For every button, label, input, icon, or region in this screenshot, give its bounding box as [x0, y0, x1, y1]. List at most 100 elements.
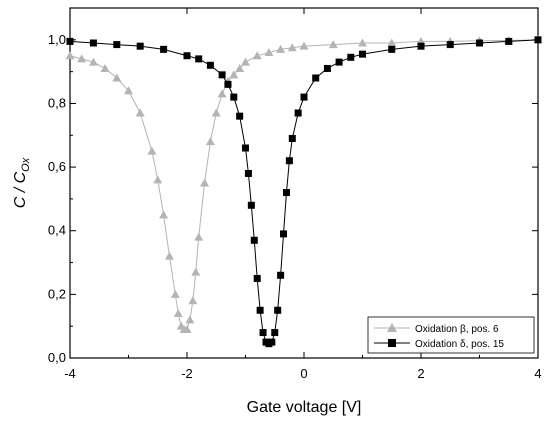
data-point-s1-29	[294, 109, 302, 117]
data-point-s1-22	[271, 329, 279, 337]
data-point-s1-13	[244, 169, 252, 177]
data-point-s1-21	[268, 338, 276, 346]
x-axis: -4 -2 0 2 4	[64, 8, 542, 381]
data-point-s1-10	[230, 93, 238, 101]
legend: Oxidation β, pos. 6 Oxidation δ, pos. 15	[367, 316, 535, 354]
data-point-s1-27	[285, 157, 293, 165]
legend-label-0: Oxidation β, pos. 6	[415, 324, 499, 335]
data-point-s1-40	[505, 37, 513, 45]
data-point-s0-26	[235, 63, 245, 72]
data-point-s0-6	[135, 108, 145, 117]
y-axis-title-subscript: Ox	[20, 157, 32, 172]
data-point-s0-33	[328, 40, 338, 49]
data-point-s0-12	[173, 308, 183, 317]
data-point-s0-11	[170, 289, 180, 298]
data-point-s0-25	[229, 70, 239, 79]
data-point-s0-30	[276, 44, 286, 53]
data-point-s0-5	[124, 86, 133, 95]
data-point-s0-19	[194, 232, 204, 241]
x-tick-label-2: 0	[300, 366, 307, 381]
data-point-s1-12	[242, 144, 249, 152]
data-point-s0-17	[188, 296, 198, 305]
data-point-s1-0	[66, 37, 74, 45]
data-point-s1-8	[218, 71, 226, 79]
data-point-s1-35	[359, 50, 366, 58]
data-point-s1-39	[476, 39, 483, 47]
data-point-s1-24	[277, 271, 285, 279]
data-point-s1-37	[417, 42, 425, 50]
series-line-1	[69, 39, 539, 345]
x-tick-label-3: 2	[417, 366, 424, 381]
data-point-s0-23	[217, 89, 227, 98]
data-point-s0-35	[387, 38, 397, 47]
data-point-s1-31	[312, 74, 320, 82]
data-point-s1-38	[446, 41, 454, 49]
series-1	[66, 36, 542, 348]
y-axis-title-main: C / C	[12, 171, 29, 208]
data-point-s1-11	[236, 112, 244, 120]
series-layer	[65, 35, 543, 348]
data-point-s0-28	[252, 51, 262, 60]
series-0	[65, 35, 543, 333]
data-point-s1-9	[224, 80, 232, 88]
data-point-s1-36	[388, 45, 396, 53]
data-point-s1-25	[280, 230, 288, 238]
data-point-s1-3	[136, 42, 144, 50]
data-point-s0-16	[185, 315, 195, 324]
x-tick-label-0: -4	[64, 366, 76, 381]
series-line-0	[69, 39, 539, 330]
y-tick-label-2: 0,4	[48, 223, 66, 238]
data-point-s1-14	[247, 201, 255, 209]
data-point-s0-0	[65, 51, 75, 60]
plot-frame	[69, 7, 539, 359]
data-point-s1-32	[323, 64, 331, 72]
data-point-s1-6	[195, 55, 203, 63]
data-point-s0-21	[205, 137, 215, 146]
y-tick-label-1: 0,2	[48, 286, 66, 301]
data-point-s0-9	[159, 210, 169, 219]
data-point-s1-16	[253, 274, 261, 282]
x-tick-label-4: 4	[534, 366, 541, 381]
data-point-s1-34	[347, 53, 355, 61]
data-point-s0-7	[147, 146, 157, 155]
legend-label-1: Oxidation δ, pos. 15	[415, 339, 504, 350]
data-point-s0-15	[182, 324, 192, 333]
data-point-s1-33	[335, 58, 343, 66]
data-point-s0-4	[112, 73, 122, 82]
data-point-s1-17	[256, 306, 264, 314]
data-point-s0-29	[264, 48, 274, 57]
y-tick-label-3: 0,6	[48, 159, 66, 174]
data-point-s1-30	[300, 93, 308, 101]
data-point-s0-34	[358, 38, 367, 47]
y-tick-label-0: 0,0	[48, 350, 66, 365]
data-point-s0-1	[77, 54, 87, 63]
y-tick-label-4: 0,8	[48, 95, 66, 110]
data-point-s1-41	[534, 36, 542, 44]
legend-marker-square	[388, 339, 396, 347]
data-point-s1-26	[282, 189, 290, 197]
data-point-s0-2	[88, 57, 98, 66]
data-point-s0-18	[191, 267, 201, 276]
data-point-s0-22	[211, 108, 221, 117]
data-point-s1-7	[206, 61, 214, 69]
x-axis-title: Gate voltage [V]	[247, 399, 362, 416]
y-tick-label-5: 1,0	[48, 32, 66, 47]
data-point-s1-4	[160, 45, 168, 53]
data-point-s1-1	[89, 39, 97, 47]
y-axis-title: C / COx	[12, 157, 32, 208]
data-point-s1-2	[113, 41, 121, 49]
data-point-s0-10	[164, 251, 174, 260]
data-point-s0-31	[287, 43, 297, 52]
data-point-s0-32	[299, 41, 309, 50]
data-point-s1-15	[250, 236, 258, 244]
data-point-s0-3	[100, 63, 110, 72]
data-point-s1-23	[274, 306, 282, 314]
y-axis: 0,0 0,2 0,4 0,6 0,8 1,0	[48, 32, 538, 365]
x-tick-label-1: -2	[181, 366, 193, 381]
legend-marker-triangle	[387, 323, 397, 332]
data-point-s0-8	[153, 175, 163, 184]
data-point-s1-18	[259, 329, 267, 337]
data-point-s0-20	[200, 178, 210, 187]
data-point-s1-5	[183, 52, 191, 60]
